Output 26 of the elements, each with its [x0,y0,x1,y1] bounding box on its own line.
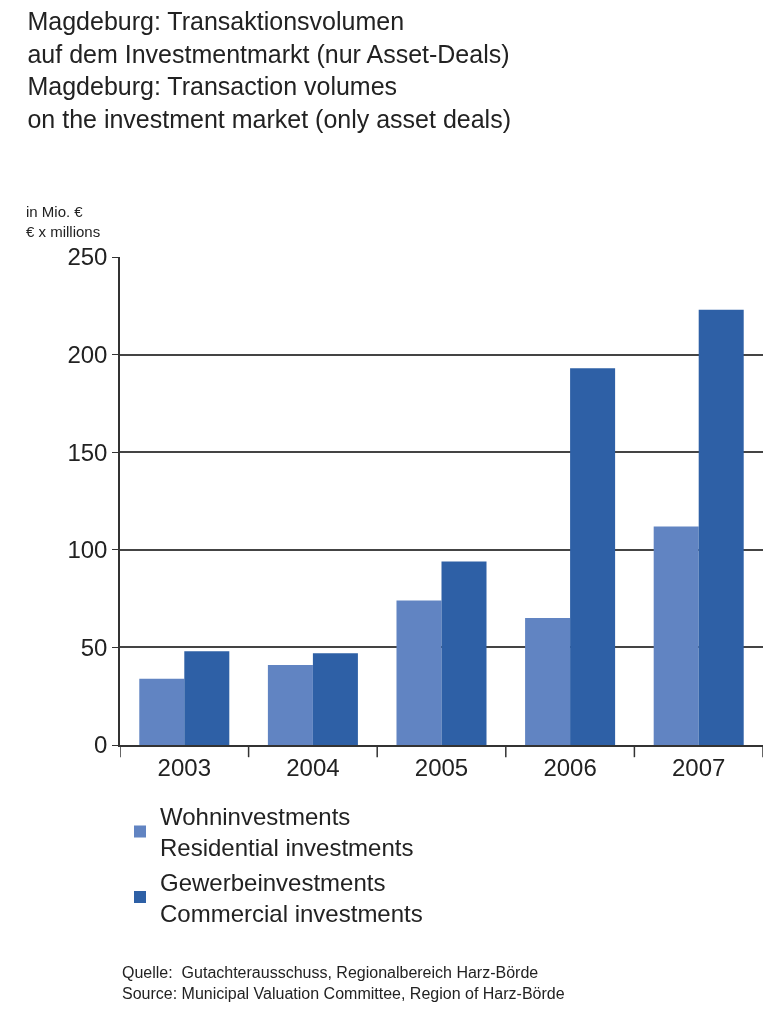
y-tick-label: 150 [67,438,108,466]
x-tick-label: 2004 [286,753,340,781]
bar [441,561,487,745]
y-tick-label: 250 [67,243,108,271]
bar [267,664,313,745]
y-axis-title: in Mio. € € x millions [26,203,101,240]
y-tick-label: 0 [94,731,108,759]
chart-title: Magdeburg: Transaktionsvolumen auf dem Investmentmarkt (nur Asset-Deals) Magdeburg: Transaction volumes on the investment market (only asset deals) [27,7,511,133]
bar [184,651,230,745]
source-note: Quelle: Gutachterausschuss, Regionalbereich Harz-Börde Source: Municipal Valuation Committee, Region of Harz-Börde [122,964,565,1002]
bar [698,309,744,745]
x-tick-label: 2007 [672,753,726,781]
bar [653,526,699,745]
bar [570,368,616,745]
y-tick-label: 50 [80,633,108,661]
bar [312,653,358,745]
x-tick-label: 2003 [157,753,211,781]
bar [525,618,571,745]
x-tick-label: 2005 [414,753,469,781]
legend-label: Wohninvestments Residential investments [160,803,414,862]
bar [396,600,442,745]
legend-label: Gewerbeinvestments Commercial investments [160,868,423,927]
x-tick-label: 2006 [543,753,597,781]
y-tick-label: 200 [67,341,108,368]
y-tick-label: 100 [67,536,108,564]
bar [139,678,185,745]
